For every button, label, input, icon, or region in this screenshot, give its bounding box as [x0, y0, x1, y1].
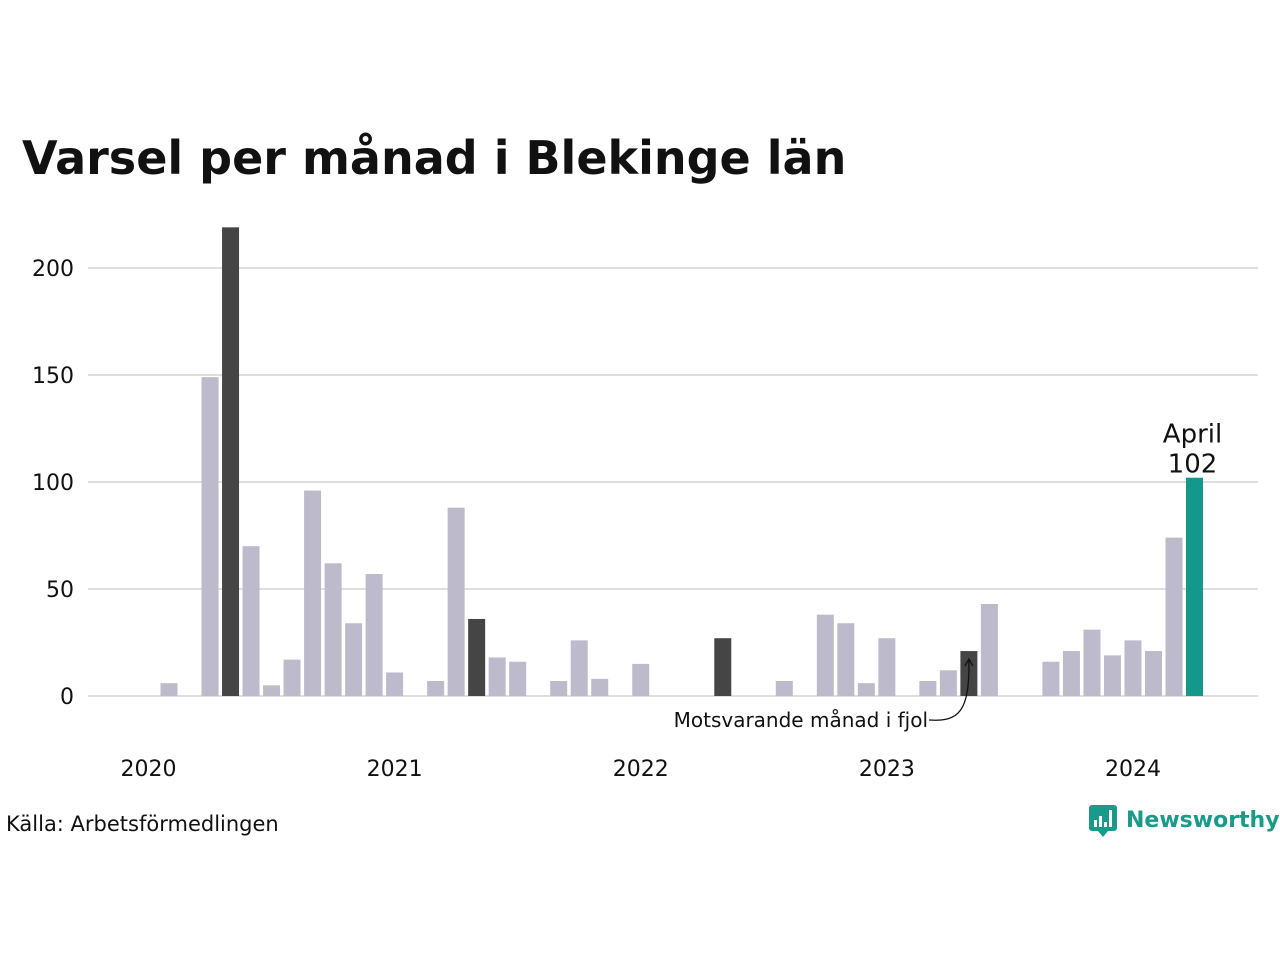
x-tick-label: 2024 — [1105, 757, 1161, 782]
chart-title: Varsel per månad i Blekinge län — [22, 131, 847, 185]
bar-2023-04 — [939, 670, 957, 696]
bar-2022-12 — [857, 683, 875, 696]
bar-2020-09 — [304, 490, 322, 696]
bar-2020-02 — [160, 683, 178, 696]
y-tick-label: 100 — [32, 471, 74, 496]
bar-2023-03 — [919, 681, 937, 696]
annotation-arrow — [928, 659, 970, 721]
bar-2023-01 — [878, 638, 896, 696]
bar-2020-11 — [345, 623, 363, 696]
bar-2021-09 — [550, 681, 568, 696]
bar-2023-12 — [1103, 655, 1121, 696]
bar-2020-10 — [324, 563, 342, 696]
bars — [160, 227, 1203, 696]
bar-2020-06 — [242, 546, 260, 696]
x-axis: 2020 2021 2022 2023 2024 — [121, 757, 1161, 782]
bar-2024-04 — [1186, 477, 1203, 696]
y-tick-label: 0 — [60, 685, 74, 710]
bar-2020-12 — [365, 574, 383, 696]
bar-2022-05 — [714, 638, 732, 696]
x-tick-label: 2021 — [367, 757, 423, 782]
source-label: Källa: Arbetsförmedlingen — [6, 812, 279, 836]
bar-2022-10 — [816, 614, 834, 696]
x-tick-label: 2020 — [121, 757, 177, 782]
y-tick-label: 150 — [32, 364, 74, 389]
x-tick-label: 2022 — [613, 757, 669, 782]
bar-2022-11 — [837, 623, 855, 696]
bar-2021-03 — [427, 681, 445, 696]
bar-2021-07 — [509, 661, 527, 696]
annotation-arrowhead — [964, 657, 974, 667]
bar-2021-11 — [591, 678, 609, 696]
y-tick-label: 200 — [32, 257, 74, 282]
bar-2024-01 — [1124, 640, 1142, 696]
bar-2024-02 — [1144, 651, 1162, 696]
x-tick-label: 2023 — [859, 757, 915, 782]
bar-2023-09 — [1042, 661, 1060, 696]
bar-2021-06 — [488, 657, 506, 696]
highlight-value-label: 102 — [1168, 450, 1218, 480]
bar-2020-04 — [201, 377, 219, 696]
bar-2021-05 — [468, 618, 486, 696]
bar-2021-01 — [386, 672, 404, 696]
bar-2024-03 — [1165, 537, 1183, 696]
y-axis: 0 50 100 150 200 — [32, 257, 74, 710]
bar-2021-04 — [447, 507, 465, 696]
bar-2021-10 — [570, 640, 588, 696]
bar-2020-08 — [283, 659, 301, 696]
gridlines — [88, 267, 1258, 697]
y-tick-label: 50 — [46, 578, 74, 603]
same-month-annotation-label: Motsvarande månad i fjol — [674, 708, 928, 732]
brand-logo[interactable]: Newsworthy — [1088, 804, 1280, 838]
bar-2020-07 — [263, 685, 281, 696]
bar-2022-01 — [632, 663, 650, 696]
bar-2023-10 — [1062, 651, 1080, 696]
newsworthy-logo-icon — [1089, 805, 1117, 837]
bar-2022-08 — [775, 681, 793, 696]
bar-2023-06 — [980, 603, 998, 696]
bar-2020-05 — [222, 227, 240, 696]
brand-name: Newsworthy — [1126, 808, 1280, 833]
highlight-month-label: April — [1163, 420, 1222, 450]
bar-2023-11 — [1083, 629, 1101, 696]
